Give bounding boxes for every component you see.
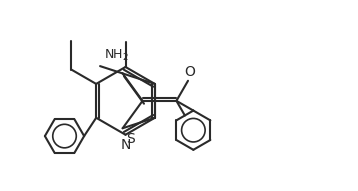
- Text: S: S: [126, 132, 135, 146]
- Text: N: N: [120, 138, 131, 152]
- Text: NH$_2$: NH$_2$: [103, 47, 129, 62]
- Text: O: O: [184, 65, 195, 79]
